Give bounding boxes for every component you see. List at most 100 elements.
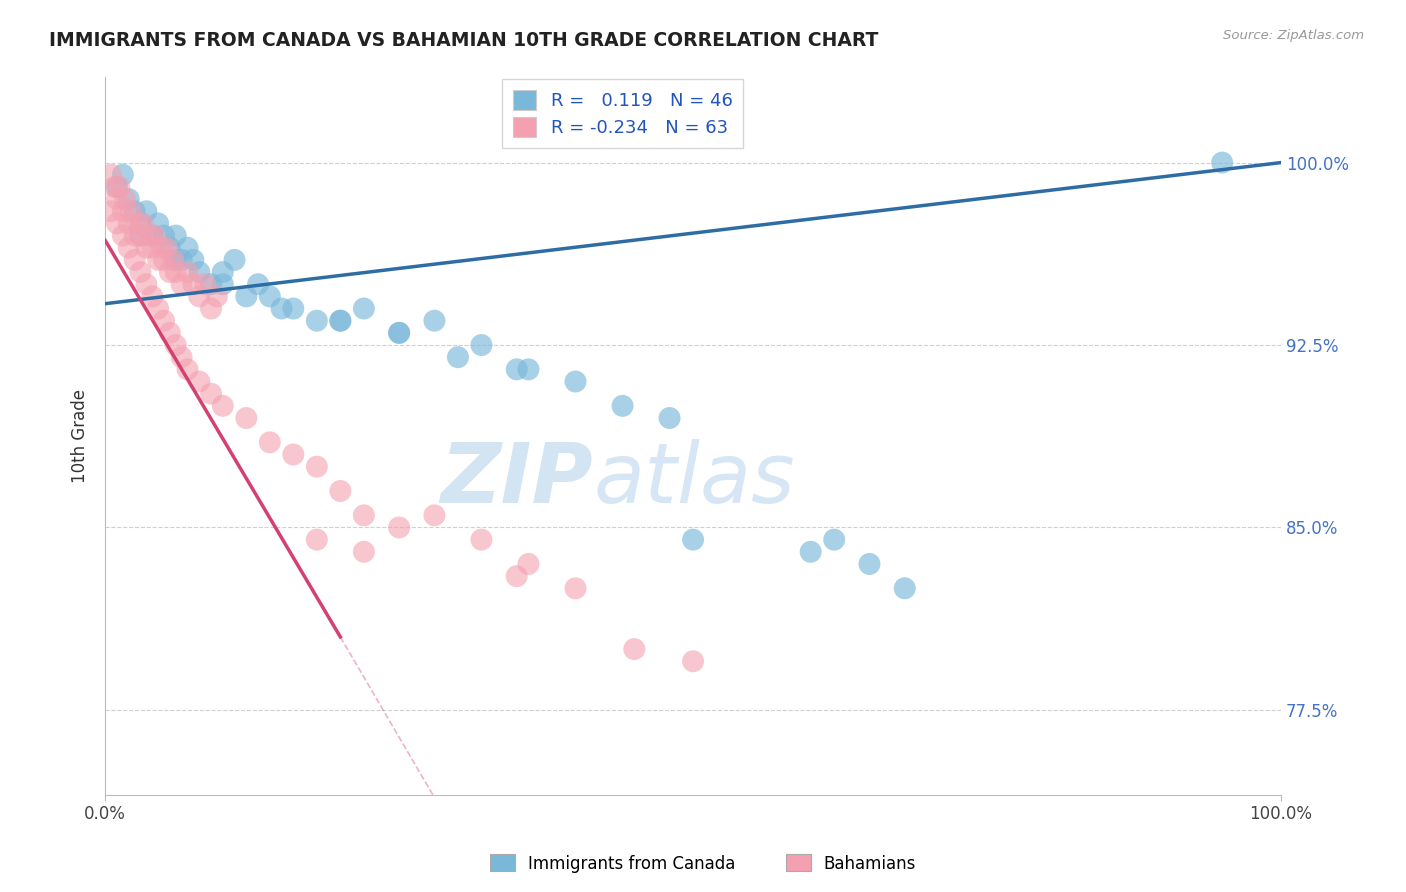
Point [105, 192, 128, 206]
Point [141, 228, 163, 243]
Point [170, 277, 193, 292]
Point [143, 228, 166, 243]
Point [129, 228, 152, 243]
Point [329, 314, 352, 328]
Point [506, 569, 529, 583]
Point [305, 459, 328, 474]
Point [283, 301, 305, 316]
Point [141, 241, 163, 255]
Y-axis label: 10th Grade: 10th Grade [72, 389, 89, 483]
Point [823, 533, 845, 547]
Point [423, 508, 446, 523]
Point [188, 375, 211, 389]
Point [132, 216, 155, 230]
Point [153, 252, 176, 267]
Point [329, 314, 352, 328]
Point [124, 252, 146, 267]
Point [118, 192, 141, 206]
Legend: R =   0.119   N = 46, R = -0.234   N = 63: R = 0.119 N = 46, R = -0.234 N = 63 [502, 79, 744, 148]
Point [388, 326, 411, 340]
Point [129, 228, 152, 243]
Point [153, 314, 176, 328]
Point [141, 289, 163, 303]
Point [111, 168, 134, 182]
Point [224, 252, 246, 267]
Point [353, 301, 375, 316]
Point [111, 228, 134, 243]
Point [146, 301, 169, 316]
Point [108, 180, 131, 194]
Point [111, 204, 134, 219]
Point [612, 399, 634, 413]
Point [623, 642, 645, 657]
Point [423, 314, 446, 328]
Point [139, 228, 162, 243]
Point [858, 557, 880, 571]
Point [155, 241, 177, 255]
Point [165, 228, 187, 243]
Point [135, 241, 157, 255]
Point [470, 533, 492, 547]
Point [235, 289, 257, 303]
Point [447, 350, 470, 364]
Point [682, 533, 704, 547]
Point [165, 252, 187, 267]
Point [146, 252, 169, 267]
Point [329, 483, 352, 498]
Point [388, 326, 411, 340]
Point [124, 204, 146, 219]
Point [564, 582, 586, 596]
Point [124, 228, 146, 243]
Point [176, 265, 198, 279]
Point [104, 180, 127, 194]
Point [176, 241, 198, 255]
Point [470, 338, 492, 352]
Point [247, 277, 270, 292]
Point [105, 180, 128, 194]
Text: Source: ZipAtlas.com: Source: ZipAtlas.com [1223, 29, 1364, 42]
Point [211, 399, 233, 413]
Point [120, 204, 142, 219]
Point [517, 557, 540, 571]
Point [159, 241, 181, 255]
Point [353, 508, 375, 523]
Point [114, 192, 136, 206]
Point [170, 350, 193, 364]
Point [135, 277, 157, 292]
Point [150, 241, 173, 255]
Point [1211, 155, 1233, 169]
Point [658, 411, 681, 425]
Point [162, 252, 184, 267]
Point [893, 582, 915, 596]
Point [129, 265, 152, 279]
Point [682, 654, 704, 668]
Point [165, 338, 187, 352]
Point [259, 435, 281, 450]
Point [259, 289, 281, 303]
Point [105, 216, 128, 230]
Point [283, 448, 305, 462]
Point [506, 362, 529, 376]
Point [127, 216, 149, 230]
Point [200, 301, 222, 316]
Point [183, 277, 205, 292]
Point [270, 301, 292, 316]
Point [188, 265, 211, 279]
Point [305, 533, 328, 547]
Point [800, 545, 823, 559]
Legend: Immigrants from Canada, Bahamians: Immigrants from Canada, Bahamians [484, 847, 922, 880]
Point [129, 216, 152, 230]
Point [211, 265, 233, 279]
Point [200, 386, 222, 401]
Point [235, 411, 257, 425]
Text: ZIP: ZIP [440, 439, 593, 520]
Point [146, 216, 169, 230]
Point [200, 277, 222, 292]
Point [353, 545, 375, 559]
Point [118, 216, 141, 230]
Point [205, 289, 228, 303]
Point [170, 252, 193, 267]
Point [305, 314, 328, 328]
Point [159, 326, 181, 340]
Point [211, 277, 233, 292]
